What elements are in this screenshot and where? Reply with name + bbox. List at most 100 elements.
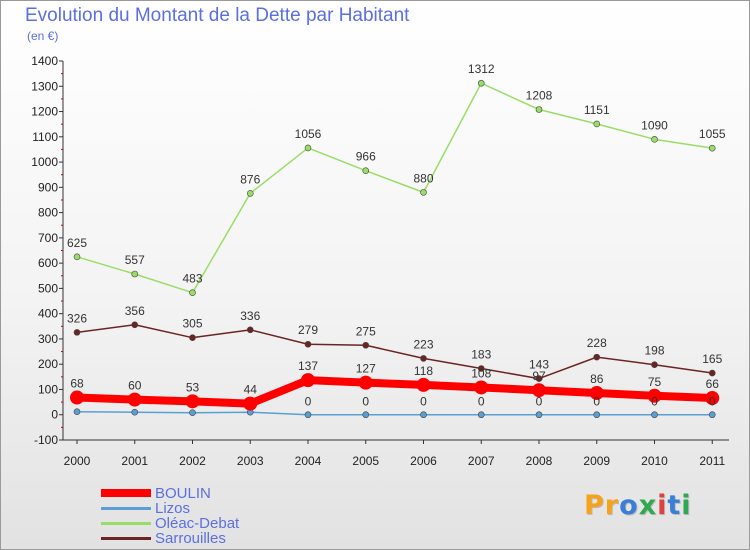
legend-swatch-lizos [101, 506, 151, 510]
y-tick-label: 300 [38, 332, 58, 346]
legend-label: Oléac-Debat [155, 515, 240, 532]
point-boulin [589, 386, 604, 401]
y-tick-label: 500 [38, 281, 58, 295]
legend-swatch-boulin [101, 489, 151, 497]
data-label-oléac-debat: 1208 [526, 89, 553, 103]
point-boulin [532, 383, 546, 398]
data-label-boulin: 97 [532, 369, 546, 383]
y-tick-label: 1300 [31, 79, 58, 93]
data-label-sarrouilles: 326 [67, 311, 87, 325]
data-label-oléac-debat: 1312 [468, 62, 495, 76]
data-label-oléac-debat: 1151 [584, 103, 610, 117]
y-tick-label: 1100 [32, 130, 58, 144]
y-tick-label: 1000 [31, 155, 58, 169]
legend-label: BOULIN [155, 485, 211, 502]
data-label-oléac-debat: 1056 [295, 127, 322, 141]
series-line-lizos [76, 410, 713, 416]
y-tick-label: 1200 [31, 105, 58, 119]
y-tick-label: 0 [51, 408, 58, 422]
data-label-sarrouilles: 336 [240, 309, 260, 323]
series-line-sarrouilles [76, 324, 713, 380]
legend-swatch-sarrouilles [101, 536, 151, 540]
data-label-lizos: 0 [536, 395, 543, 409]
data-label-boulin: 66 [706, 377, 720, 391]
data-label-boulin: 75 [648, 375, 662, 389]
point-sarrouilles [420, 355, 427, 362]
point-sarrouilles [131, 321, 139, 329]
point-sarrouilles [593, 353, 601, 361]
x-tick-label: 2010 [641, 454, 668, 468]
data-label-lizos: 0 [651, 395, 658, 409]
data-label-lizos: 0 [362, 395, 369, 409]
x-tick-label: 2009 [583, 454, 610, 468]
proxiti-logo: Proxiti [584, 490, 692, 521]
series-line-boulin [76, 376, 713, 408]
data-label-oléac-debat: 880 [413, 171, 433, 185]
point-boulin [301, 373, 315, 388]
legend-label: Lizos [155, 500, 191, 517]
point-oléac-debat [420, 189, 427, 196]
data-label-boulin: 118 [414, 364, 433, 378]
y-tick-label: 900 [38, 180, 58, 194]
point-boulin [358, 375, 373, 390]
data-label-lizos: 0 [709, 395, 716, 409]
x-tick-label: 2004 [295, 454, 322, 468]
data-label-boulin: 86 [590, 372, 604, 386]
data-label-oléac-debat: 1090 [641, 118, 668, 132]
data-label-sarrouilles: 198 [644, 344, 664, 358]
series-line-oléac-debat [76, 82, 713, 294]
point-lizos [477, 411, 485, 419]
point-lizos [535, 411, 543, 419]
y-tick-label: 1400 [31, 54, 58, 68]
point-sarrouilles [535, 375, 543, 382]
data-label-boulin: 127 [356, 362, 376, 376]
point-sarrouilles [708, 369, 716, 377]
data-label-boulin: 60 [128, 379, 142, 393]
point-sarrouilles [189, 334, 196, 341]
point-oléac-debat [189, 289, 196, 296]
x-tick-label: 2011 [699, 454, 725, 468]
x-tick-label: 2008 [526, 454, 553, 468]
data-label-oléac-debat: 557 [125, 253, 145, 267]
data-label-boulin: 44 [244, 383, 258, 397]
legend-label: Sarrouilles [155, 530, 226, 547]
data-label-oléac-debat: 625 [67, 236, 87, 250]
y-tick-label: -100 [34, 433, 58, 447]
x-tick-label: 2006 [410, 454, 437, 468]
data-label-oléac-debat: 483 [182, 272, 202, 286]
point-oléac-debat [304, 144, 312, 152]
point-lizos [708, 411, 716, 419]
point-lizos [651, 411, 658, 419]
y-tick-label: 600 [38, 256, 58, 270]
data-label-sarrouilles: 305 [182, 317, 202, 331]
point-boulin [185, 394, 200, 409]
point-oléac-debat [246, 190, 254, 197]
y-tick-label: 700 [38, 231, 58, 245]
point-boulin [70, 390, 84, 405]
point-lizos [362, 411, 370, 419]
chart-subtitle: (en €) [27, 29, 59, 43]
point-lizos [73, 408, 81, 416]
point-sarrouilles [73, 329, 81, 336]
point-lizos [593, 411, 601, 419]
point-oléac-debat [535, 106, 543, 113]
point-oléac-debat [593, 120, 601, 128]
point-oléac-debat [73, 253, 81, 261]
point-oléac-debat [708, 144, 716, 152]
data-label-boulin: 137 [298, 359, 318, 373]
point-lizos [189, 409, 196, 417]
x-tick-label: 2000 [64, 454, 91, 468]
x-tick-label: 2005 [352, 454, 379, 468]
point-boulin [243, 396, 258, 411]
data-label-boulin: 68 [70, 377, 84, 391]
point-oléac-debat [651, 136, 658, 143]
data-label-oléac-debat: 876 [240, 172, 260, 186]
point-oléac-debat [477, 79, 485, 87]
data-label-lizos: 0 [420, 395, 427, 409]
point-sarrouilles [477, 365, 485, 372]
data-label-sarrouilles: 279 [298, 323, 318, 337]
point-boulin [127, 392, 142, 407]
y-tick-label: 800 [38, 206, 58, 220]
